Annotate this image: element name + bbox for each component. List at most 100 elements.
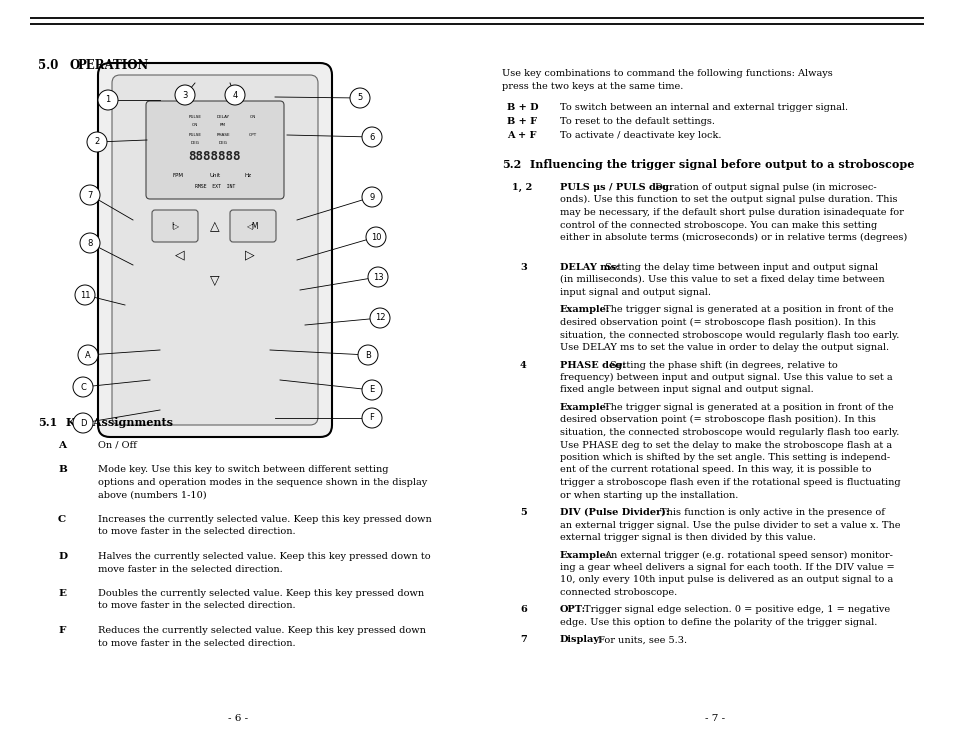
Text: A + F: A + F [506,131,536,140]
Text: 3: 3 [519,263,526,272]
Text: PULS μs / PULS deg:: PULS μs / PULS deg: [559,183,672,192]
Text: ▽: ▽ [210,275,219,288]
Text: 10, only every 10th input pulse is delivered as an output signal to a: 10, only every 10th input pulse is deliv… [559,576,892,584]
Text: B + D: B + D [506,103,537,112]
Text: 5: 5 [519,508,526,517]
Text: A: A [58,441,66,450]
Text: 1: 1 [105,95,111,105]
Text: Hz: Hz [245,173,252,178]
Text: trigger a stroboscope flash even if the rotational speed is fluctuating: trigger a stroboscope flash even if the … [559,478,900,487]
Text: 4: 4 [519,360,526,370]
Text: edge. Use this option to define the polarity of the trigger signal.: edge. Use this option to define the pola… [559,618,877,627]
Text: The trigger signal is generated at a position in front of the: The trigger signal is generated at a pos… [603,306,893,314]
Circle shape [73,413,92,433]
Text: ON: ON [250,115,255,119]
Text: PULSE: PULSE [189,133,201,137]
Circle shape [370,308,390,328]
Text: connected stroboscope.: connected stroboscope. [559,588,677,597]
Text: Setting the phase shift (in degrees, relative to: Setting the phase shift (in degrees, rel… [609,360,837,370]
Text: Example:: Example: [559,403,610,412]
Text: 3: 3 [182,91,188,100]
Circle shape [78,345,98,365]
Circle shape [75,285,95,305]
Text: Halves the currently selected value. Keep this key pressed down to: Halves the currently selected value. Kee… [98,552,430,561]
Text: PHASE: PHASE [216,133,230,137]
Text: input signal and output signal.: input signal and output signal. [559,288,710,297]
Text: F: F [58,626,66,635]
Circle shape [361,187,381,207]
Text: On / Off: On / Off [98,441,136,450]
Text: 7: 7 [88,190,92,199]
Circle shape [361,127,381,147]
Circle shape [361,380,381,400]
Text: Example:: Example: [559,306,610,314]
Text: C: C [80,382,86,391]
Text: Increases the currently selected value. Keep this key pressed down: Increases the currently selected value. … [98,515,432,524]
Text: C: C [58,515,66,524]
Text: OPT: OPT [249,133,257,137]
Text: press the two keys at the same time.: press the two keys at the same time. [501,82,682,91]
Text: - 6 -: - 6 - [228,714,249,723]
Text: B: B [365,351,371,359]
Text: For units, see 5.3.: For units, see 5.3. [598,635,686,644]
Text: PERATION: PERATION [77,59,148,72]
Text: I▷: I▷ [171,221,179,230]
Text: B: B [58,466,67,475]
Text: Use DELAY ms to set the value in order to delay the output signal.: Use DELAY ms to set the value in order t… [559,343,888,352]
Circle shape [350,88,370,108]
Text: 5: 5 [357,94,362,103]
Text: Display:: Display: [559,635,603,644]
Text: 10: 10 [371,232,381,241]
Text: external trigger signal is then divided by this value.: external trigger signal is then divided … [559,533,815,542]
Text: DEG: DEG [191,141,199,145]
Text: PHASE deg:: PHASE deg: [559,360,625,370]
Text: options and operation modes in the sequence shown in the display: options and operation modes in the seque… [98,478,427,487]
Text: Example:: Example: [559,551,610,559]
Text: 2: 2 [94,137,99,147]
Text: △: △ [210,221,219,233]
Text: an external trigger signal. Use the pulse divider to set a value x. The: an external trigger signal. Use the puls… [559,520,900,529]
Text: 5.0: 5.0 [38,59,58,72]
Text: to move faster in the selected direction.: to move faster in the selected direction… [98,528,295,537]
Circle shape [98,90,118,110]
Text: The trigger signal is generated at a position in front of the: The trigger signal is generated at a pos… [603,403,893,412]
Text: 5.1: 5.1 [38,417,57,428]
Circle shape [80,233,100,253]
Circle shape [73,377,92,397]
Text: to move faster in the selected direction.: to move faster in the selected direction… [98,601,295,610]
Text: O: O [70,59,80,72]
Text: RMSE  EXT  INT: RMSE EXT INT [194,184,234,189]
Text: either in absolute terms (microseconds) or in relative terms (degrees): either in absolute terms (microseconds) … [559,233,906,242]
Text: ▷: ▷ [245,249,254,261]
Text: Doubles the currently selected value. Keep this key pressed down: Doubles the currently selected value. Ke… [98,589,424,598]
Text: To switch between an internal and external trigger signal.: To switch between an internal and extern… [559,103,847,112]
FancyBboxPatch shape [112,75,317,425]
Text: onds). Use this function to set the output signal pulse duration. This: onds). Use this function to set the outp… [559,196,897,204]
Text: D: D [80,418,86,427]
Text: DELAY ms:: DELAY ms: [559,263,619,272]
Text: To activate / deactivate key lock.: To activate / deactivate key lock. [559,131,720,140]
Text: desired observation point (= stroboscope flash position). In this: desired observation point (= stroboscope… [559,318,875,327]
Circle shape [80,185,100,205]
Text: This function is only active in the presence of: This function is only active in the pres… [659,508,884,517]
Text: Mode key. Use this key to switch between different setting: Mode key. Use this key to switch between… [98,466,388,475]
Text: PM: PM [220,123,226,127]
Text: ON: ON [192,123,198,127]
FancyBboxPatch shape [98,63,332,437]
Text: B + F: B + F [506,117,537,126]
Text: DELAY: DELAY [216,115,230,119]
Text: 5.2: 5.2 [501,159,520,170]
Text: position which is shifted by the set angle. This setting is independ-: position which is shifted by the set ang… [559,453,889,462]
Text: An external trigger (e.g. rotational speed sensor) monitor-: An external trigger (e.g. rotational spe… [603,551,892,559]
Text: E: E [58,589,66,598]
Text: D: D [58,552,67,561]
Text: - 7 -: - 7 - [704,714,725,723]
Text: Use key combinations to command the following functions: Always: Use key combinations to command the foll… [501,69,832,78]
Circle shape [357,345,377,365]
Text: ◁M: ◁M [247,221,259,230]
Text: 4: 4 [233,91,237,100]
Text: OPT:: OPT: [559,605,585,615]
Text: (in milliseconds). Use this value to set a fixed delay time between: (in milliseconds). Use this value to set… [559,275,883,285]
Text: DEG: DEG [218,141,227,145]
Text: ing a gear wheel delivers a signal for each tooth. If the DIV value =: ing a gear wheel delivers a signal for e… [559,563,894,572]
